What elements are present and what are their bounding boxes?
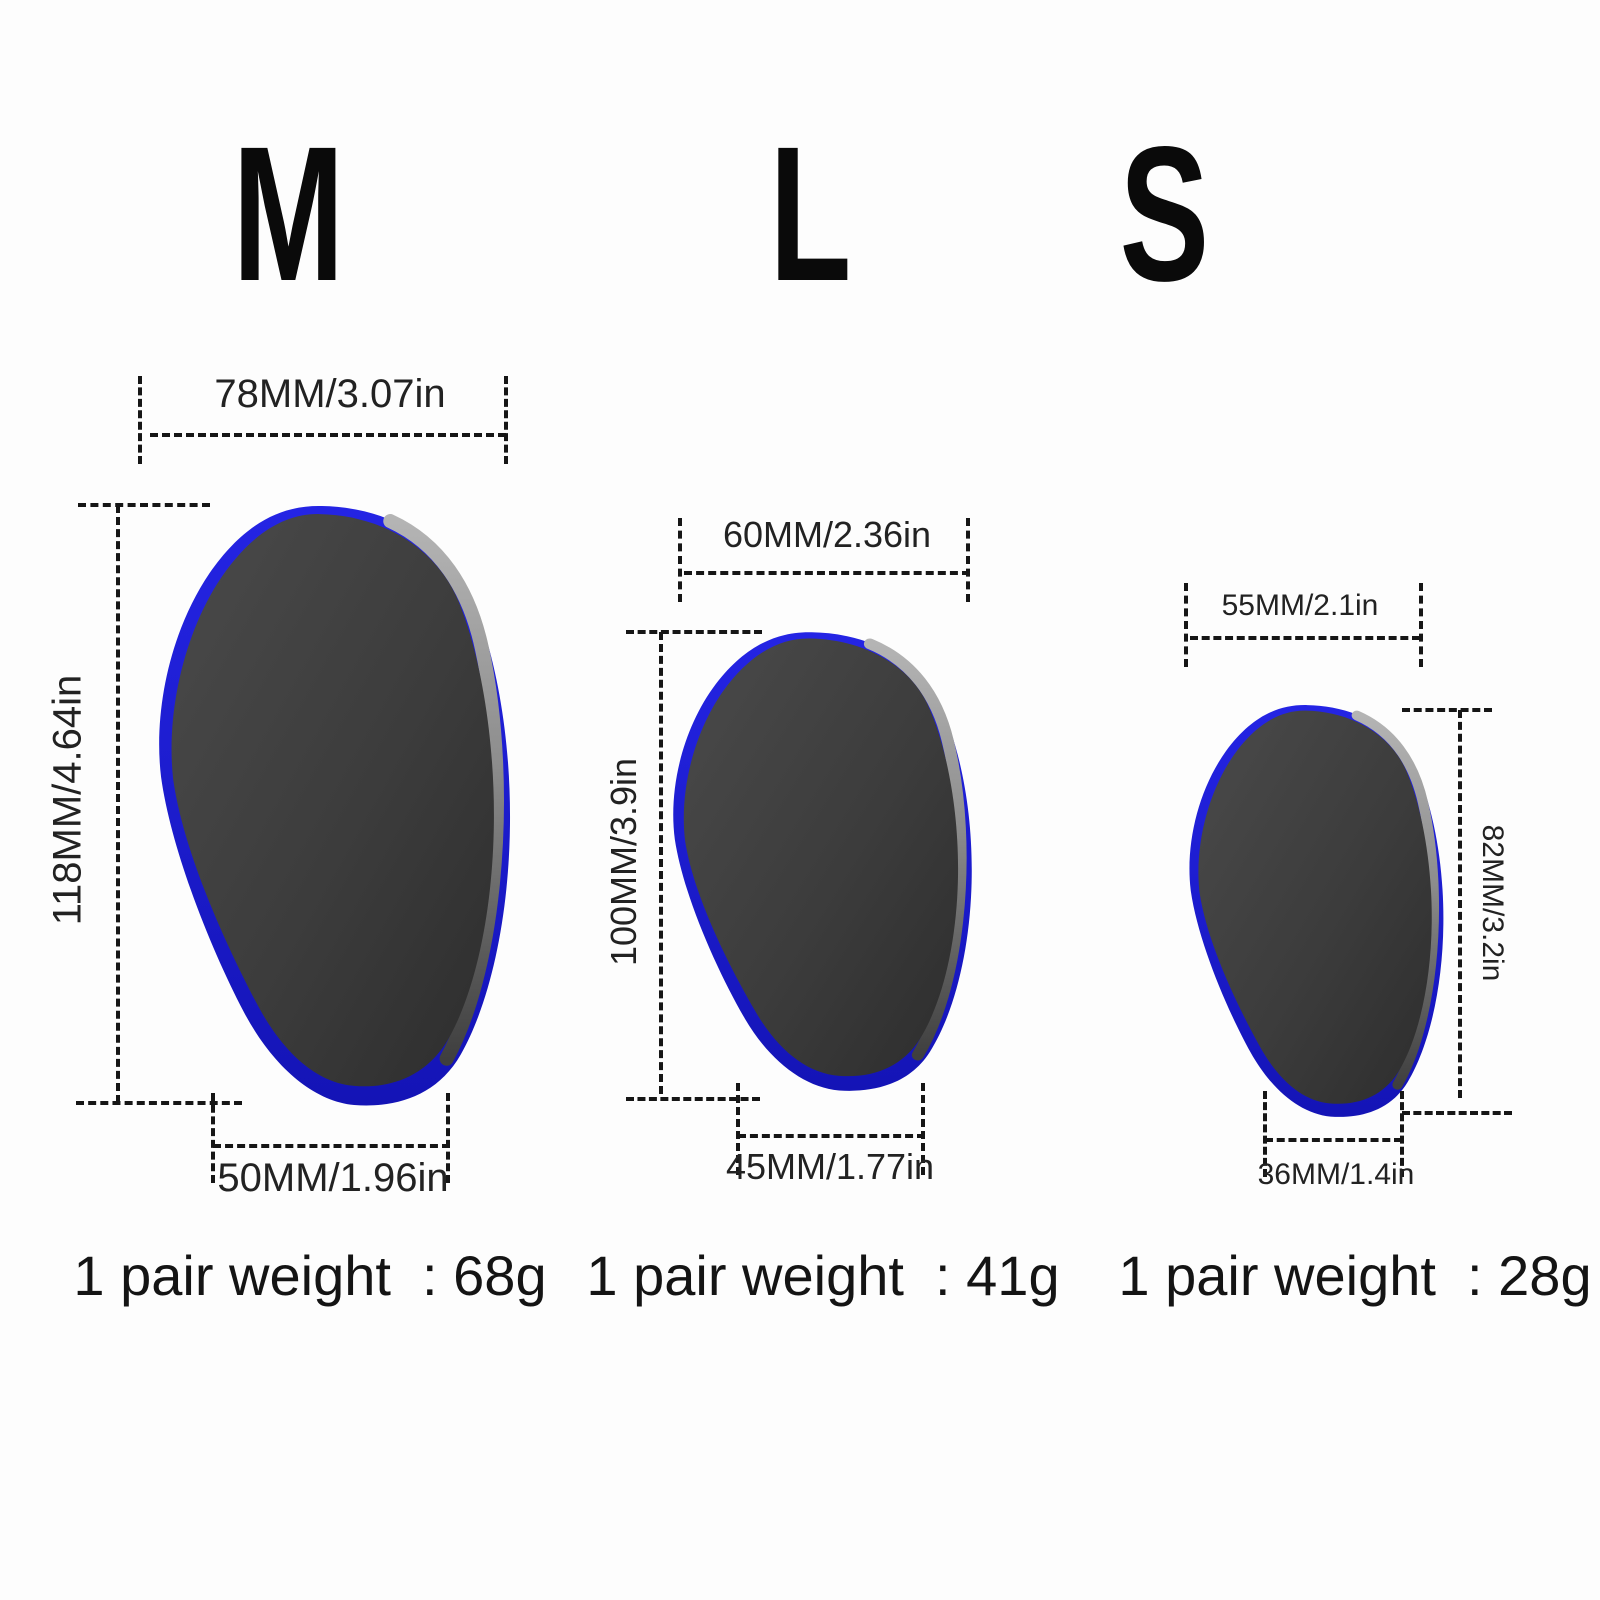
size-letter-l: L (769, 106, 851, 321)
l-top-width-tick-right (966, 518, 970, 602)
s-bottom-width-tick-left (1263, 1091, 1267, 1177)
pad-illustration-s (1189, 705, 1444, 1117)
s-height-label: 82MM/3.2in (1476, 824, 1509, 982)
s-top-width-tick-left (1184, 583, 1188, 667)
size-letter-s: S (1119, 106, 1210, 321)
m-height-cap-top (78, 503, 210, 507)
m-bottom-width-tick-right (446, 1093, 450, 1183)
m-bottom-width-label: 50MM/1.96in (217, 1156, 449, 1200)
l-bottom-width-line (738, 1134, 925, 1138)
m-top-width-tick-left (138, 376, 142, 464)
l-pair-weight: 1 pair weight : 41g (586, 1244, 1060, 1307)
s-top-width-label: 55MM/2.1in (1221, 589, 1379, 622)
s-top-width-line (1190, 636, 1420, 640)
s-height-cap-top (1402, 708, 1492, 712)
m-height-cap-bottom (76, 1101, 242, 1105)
l-height-cap-top (626, 630, 762, 634)
m-height-line (116, 505, 120, 1103)
m-top-width-label: 78MM/3.07in (214, 372, 446, 416)
l-bottom-width-tick-left (736, 1083, 740, 1175)
l-top-width-tick-left (678, 518, 682, 602)
m-top-width-line (150, 433, 506, 437)
pad-illustration-m (159, 505, 511, 1106)
m-bottom-width-tick-left (211, 1093, 215, 1183)
m-top-width-tick-right (504, 376, 508, 464)
s-top-width-tick-right (1419, 583, 1423, 667)
l-bottom-width-label: 45MM/1.77in (725, 1146, 935, 1187)
s-bottom-width-label: 36MM/1.4in (1257, 1158, 1415, 1191)
l-height-line (659, 632, 663, 1094)
pad-illustration-l (673, 632, 972, 1091)
s-height-line (1458, 710, 1462, 1098)
s-height-cap-bottom (1402, 1111, 1512, 1115)
l-height-cap-bottom (626, 1097, 760, 1101)
s-bottom-width-tick-right (1400, 1091, 1404, 1177)
l-top-width-label: 60MM/2.36in (722, 514, 932, 555)
l-bottom-width-tick-right (921, 1083, 925, 1175)
s-bottom-width-line (1265, 1138, 1402, 1142)
s-pair-weight: 1 pair weight : 28g (1118, 1244, 1592, 1307)
m-pair-weight: 1 pair weight : 68g (73, 1244, 547, 1307)
size-letter-m: M (232, 106, 344, 321)
l-top-width-line (684, 571, 970, 575)
m-bottom-width-line (213, 1144, 450, 1148)
